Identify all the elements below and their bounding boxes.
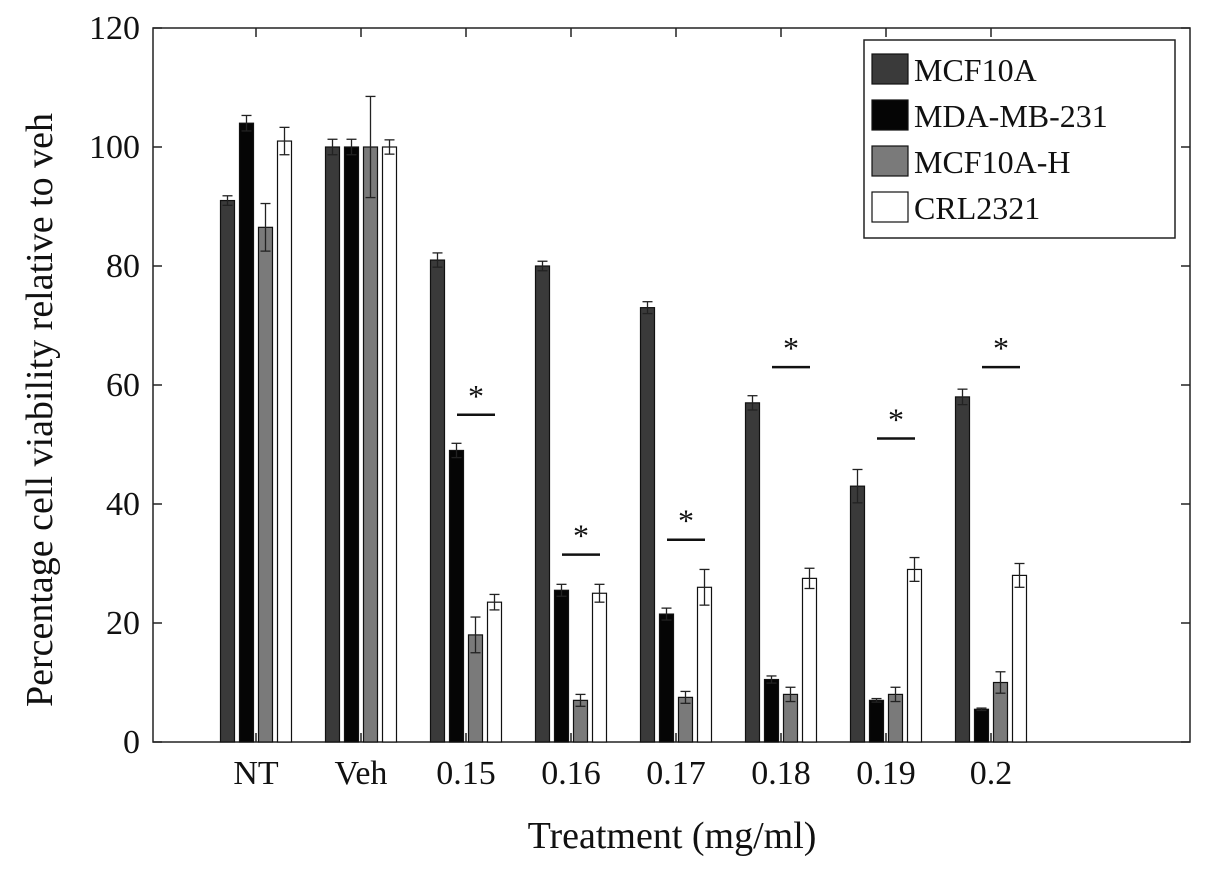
- x-axis: NT Veh 0.15 0.16 0.17 0.18 0.19 0.2: [233, 28, 1012, 792]
- legend-swatch: [871, 99, 909, 131]
- x-tick-label: NT: [233, 755, 279, 792]
- x-tick-label: 0.18: [751, 755, 811, 792]
- bar-mda-mb-231: [763, 678, 780, 743]
- bar-crl2321: [591, 592, 608, 743]
- errorbars-layer: [222, 95, 1025, 712]
- bar-crl2321: [801, 577, 818, 743]
- legend-swatch: [871, 191, 909, 223]
- y-tick-label: 0: [123, 724, 140, 761]
- significance-star: *: [993, 330, 1009, 366]
- bar-mda-mb-231: [238, 122, 255, 743]
- x-tick-label: 0.15: [436, 755, 496, 792]
- bar-crl2321: [696, 586, 713, 743]
- bar-mcf10a: [744, 402, 761, 743]
- bar-crl2321: [381, 146, 398, 743]
- y-tick-label: 20: [106, 605, 140, 642]
- bar-crl2321: [1011, 574, 1028, 743]
- x-tick-label: 0.19: [856, 755, 916, 792]
- significance-star: *: [888, 402, 904, 438]
- y-axis: 0 20 40 60 80 100 120: [89, 10, 1190, 761]
- x-tick-label: 0.17: [646, 755, 706, 792]
- y-axis-label: Percentage cell viability relative to ve…: [19, 113, 61, 707]
- significance-star: *: [468, 378, 484, 414]
- y-tick-label: 60: [106, 367, 140, 404]
- bar-mcf10a-h: [362, 146, 379, 743]
- bar-mcf10a: [849, 485, 866, 743]
- bar-mda-mb-231: [658, 613, 675, 743]
- y-tick-label: 100: [89, 129, 140, 166]
- x-tick-label: 0.16: [541, 755, 601, 792]
- bar-mcf10a: [429, 259, 446, 743]
- bar-mcf10a: [954, 396, 971, 743]
- x-axis-label: Treatment (mg/ml): [528, 815, 817, 857]
- bar-mda-mb-231: [553, 589, 570, 743]
- legend-label: MDA-MB-231: [914, 98, 1108, 134]
- bar-mda-mb-231: [448, 449, 465, 743]
- significance-star: *: [783, 330, 799, 366]
- bar-mcf10a: [324, 146, 341, 743]
- legend: MCF10A MDA-MB-231 MCF10A-H CRL2321: [863, 39, 1176, 239]
- y-tick-label: 40: [106, 486, 140, 523]
- significance-star: *: [678, 503, 694, 539]
- y-tick-label: 80: [106, 248, 140, 285]
- legend-label: MCF10A: [914, 52, 1037, 88]
- bar-crl2321: [906, 568, 923, 743]
- bars-layer: [219, 122, 1028, 743]
- legend-label: MCF10A-H: [914, 144, 1070, 180]
- bar-crl2321: [486, 601, 503, 743]
- significance-star: *: [573, 518, 589, 554]
- legend-box: [863, 39, 1176, 239]
- bar-mcf10a: [639, 307, 656, 743]
- bar-crl2321: [276, 140, 293, 743]
- legend-label: CRL2321: [914, 190, 1040, 226]
- bar-mcf10a: [219, 199, 236, 743]
- bar-mcf10a-h: [677, 696, 694, 743]
- bar-mcf10a-h: [257, 226, 274, 743]
- bar-mcf10a: [534, 265, 551, 743]
- x-tick-label: 0.2: [970, 755, 1013, 792]
- bar-mda-mb-231: [868, 699, 885, 743]
- bar-mda-mb-231: [973, 708, 990, 743]
- y-tick-label: 120: [89, 10, 140, 47]
- legend-swatch: [871, 145, 909, 177]
- bar-mda-mb-231: [343, 146, 360, 743]
- annotations-layer: * * * * * *: [457, 330, 1020, 556]
- legend-swatch: [871, 53, 909, 85]
- x-tick-label: Veh: [335, 755, 388, 792]
